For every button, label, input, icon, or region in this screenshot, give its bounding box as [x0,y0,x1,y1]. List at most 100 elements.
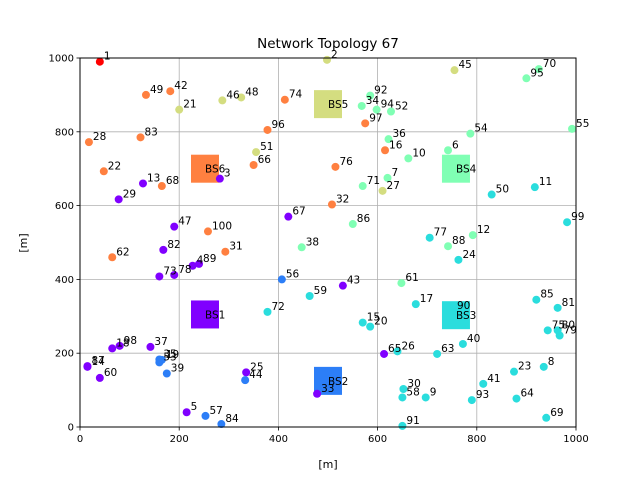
node-point [331,162,340,171]
node-label: 9 [430,386,437,398]
node-point [348,220,357,229]
node-label: 61 [405,272,418,284]
node-label: 67 [292,206,305,218]
node-label: 91 [406,415,419,427]
node-point [195,259,204,268]
node-point [378,186,387,195]
node-label: 49 [150,84,163,96]
node-point [338,281,347,290]
node-label: 40 [467,333,480,345]
nodes [83,55,577,430]
node-label: 52 [395,101,408,113]
node-point [327,200,336,209]
y-axis-label: [m] [17,233,30,252]
node-label: 39 [171,362,184,374]
node-label: 80 [562,319,575,331]
base-stations [190,90,470,395]
node-point [162,369,171,378]
base-station-label: BS6 [205,164,226,176]
node-point [383,173,392,182]
node-point [323,55,332,64]
base-station-label: BS3 [456,310,476,322]
node-point [467,396,476,405]
node-label: 59 [314,285,327,297]
node-label: 2 [331,49,338,61]
node-label: 6 [452,139,459,151]
node-point [539,362,548,371]
node-point [182,408,191,417]
node-point [381,146,390,155]
base-station-label: BS2 [328,376,348,388]
node-label: 75 [552,319,565,331]
axis-ticks: 0 200 400 600 800 1000 0 200 400 600 800 1000 [49,54,589,446]
node-label: 53 [163,351,176,363]
node-point [115,341,124,350]
node-label: 78 [178,264,191,276]
base-station-marker [314,90,342,119]
node-point [284,212,293,221]
node-point [263,125,272,134]
node-point [466,129,475,138]
node-point [218,96,227,105]
node-point [487,190,496,199]
node-label: 16 [389,139,403,151]
x-tick-label: 0 [77,434,83,445]
node-label: 47 [178,216,191,228]
node-label: 26 [401,340,415,352]
node-point [155,272,164,281]
node-label: 99 [571,211,584,223]
node-point [108,253,117,262]
node-label: 64 [520,388,534,400]
node-label: 17 [420,293,433,305]
x-tick-label: 600 [368,434,387,445]
node-point [252,148,261,157]
node-label: 87 [91,355,104,367]
node-point [454,255,463,264]
node-label: 95 [530,67,543,79]
node-label: 13 [147,172,160,184]
node-label: 96 [271,119,285,131]
node-point [399,384,408,393]
node-point [201,411,210,420]
node-point [217,420,226,429]
node-point [83,362,92,371]
node-label: 55 [576,118,589,130]
y-tick-label: 600 [55,201,74,212]
node-label: 81 [562,297,575,309]
base-station-label: BS1 [205,309,225,321]
node-label: 23 [518,361,531,373]
node-point [553,303,562,312]
node-point [170,270,179,279]
node-label: 41 [487,373,500,385]
node-label: 50 [496,184,509,196]
node-point [563,218,572,227]
node-point [568,124,577,133]
node-label: 93 [476,389,489,401]
node-label: 45 [458,59,471,71]
node-label: 43 [347,275,360,287]
node-label: 24 [462,249,476,261]
node-point [425,233,434,242]
node-point [95,57,104,66]
x-tick-label: 400 [269,434,288,445]
node-point [448,306,457,315]
node-label: 29 [123,188,136,200]
node-label: 35 [163,348,176,360]
x-tick-label: 800 [467,434,486,445]
node-label: 42 [174,80,187,92]
node-label: 82 [167,239,180,251]
node-label: 46 [226,89,240,101]
node-point [444,242,453,251]
node-label: 65 [388,343,401,355]
node-point [108,344,117,353]
node-point [277,275,286,284]
node-point [280,95,289,104]
node-label: 25 [250,361,263,373]
node-label: 76 [339,156,353,168]
node-point [203,227,212,236]
node-point [159,245,168,254]
node-point [146,342,155,351]
node-label: 33 [321,383,334,395]
x-tick-label: 1000 [563,434,588,445]
